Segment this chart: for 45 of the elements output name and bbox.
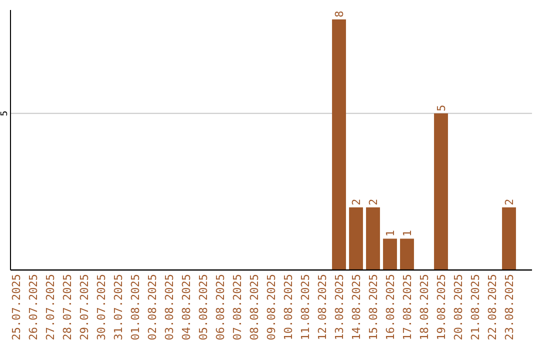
x-tick-label: 05.08.2025 (197, 274, 210, 340)
x-tick-label: 18.08.2025 (418, 274, 431, 340)
x-tick-label: 23.08.2025 (503, 274, 516, 340)
x-tick-label: 19.08.2025 (435, 274, 448, 340)
x-tick-label: 21.08.2025 (469, 274, 482, 340)
bar (400, 238, 414, 270)
x-tick-label: 02.08.2025 (146, 274, 159, 340)
x-tick-label: 11.08.2025 (299, 274, 312, 340)
x-tick-label: 28.07.2025 (61, 274, 74, 340)
data-label: 5 (435, 104, 448, 112)
x-tick-label: 01.08.2025 (129, 274, 142, 340)
bar (434, 113, 448, 270)
x-tick-label: 30.07.2025 (95, 274, 108, 340)
x-tick-label: 27.07.2025 (44, 274, 57, 340)
data-label: 2 (503, 198, 516, 206)
bar (366, 207, 380, 270)
ref-line-label: 5 (0, 110, 10, 116)
bar (332, 19, 346, 270)
x-tick-label: 22.08.2025 (486, 274, 499, 340)
x-tick-label: 17.08.2025 (401, 274, 414, 340)
x-tick-label: 16.08.2025 (384, 274, 397, 340)
x-tick-label: 04.08.2025 (180, 274, 193, 340)
x-tick-label: 20.08.2025 (452, 274, 465, 340)
data-label: 1 (384, 230, 397, 237)
x-tick-label: 31.07.2025 (112, 274, 125, 340)
x-tick-label: 10.08.2025 (282, 274, 295, 340)
data-label: 2 (350, 198, 363, 206)
data-label: 8 (333, 10, 346, 18)
data-label: 2 (367, 198, 380, 206)
x-tick-label: 09.08.2025 (265, 274, 278, 340)
x-tick-label: 29.07.2025 (78, 274, 91, 340)
x-tick-label: 07.08.2025 (231, 274, 244, 340)
x-tick-label: 12.08.2025 (316, 274, 329, 340)
x-tick-label: 13.08.2025 (333, 274, 346, 340)
data-label: 1 (401, 230, 414, 237)
x-tick-label: 14.08.2025 (350, 274, 363, 340)
x-tick-label: 25.07.2025 (10, 274, 23, 340)
x-tick-label: 08.08.2025 (248, 274, 261, 340)
bar (502, 207, 516, 270)
bar (349, 207, 363, 270)
x-tick-label: 26.07.2025 (27, 274, 40, 340)
x-tick-label: 06.08.2025 (214, 274, 227, 340)
x-tick-label: 15.08.2025 (367, 274, 380, 340)
bar (383, 238, 397, 270)
x-tick-label: 03.08.2025 (163, 274, 176, 340)
